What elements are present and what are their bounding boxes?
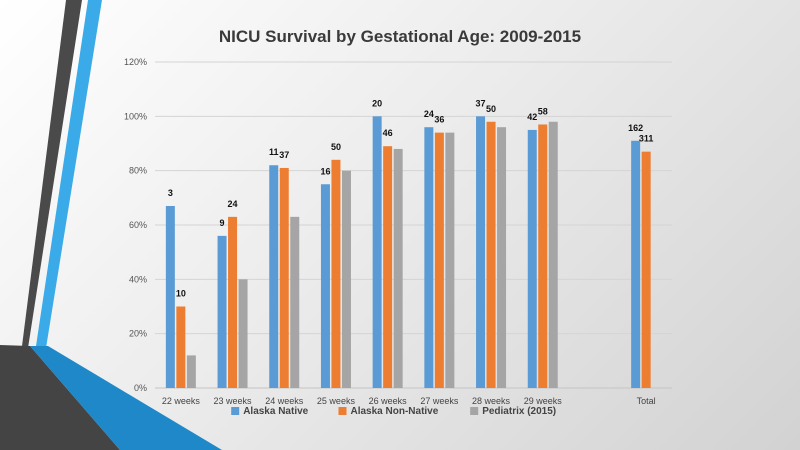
x-category-label: Total	[637, 396, 656, 406]
x-category-label: 23 weeks	[214, 396, 253, 406]
bars	[165, 116, 651, 389]
data-label: 46	[383, 128, 393, 138]
legend-swatch	[231, 407, 240, 415]
y-tick-label: 20%	[129, 329, 147, 339]
bar	[372, 116, 382, 388]
bar	[641, 151, 651, 388]
x-category-label: 28 weeks	[472, 396, 511, 406]
data-label: 36	[434, 115, 444, 125]
data-label: 10	[176, 289, 186, 299]
bar	[341, 170, 351, 388]
bar	[383, 146, 393, 388]
bar	[393, 148, 403, 388]
data-label: 20	[372, 98, 382, 108]
bar	[331, 159, 341, 388]
legend-swatch	[338, 407, 347, 415]
bar	[486, 121, 496, 389]
x-category-label: 24 weeks	[265, 396, 304, 406]
decor-dark-lower	[0, 345, 120, 450]
bar	[238, 279, 248, 388]
bar	[269, 165, 279, 388]
bar	[176, 306, 186, 388]
bar	[228, 216, 238, 388]
decor-blue-stripe	[36, 0, 102, 348]
bar	[424, 127, 434, 388]
data-label: 58	[538, 106, 548, 116]
y-tick-label: 100%	[124, 111, 147, 121]
decor-blue-lower	[30, 346, 222, 450]
data-label: 37	[476, 98, 486, 108]
decor-dark-stripe	[22, 0, 82, 348]
data-label: 24	[424, 109, 434, 119]
x-category-label: 27 weeks	[420, 396, 459, 406]
bar	[279, 167, 289, 388]
bar	[476, 116, 486, 388]
data-label: 16	[320, 166, 330, 176]
legend-label: Alaska Native	[243, 406, 308, 417]
bar	[527, 129, 537, 388]
data-label: 24	[228, 199, 238, 209]
y-tick-label: 40%	[129, 274, 147, 284]
x-category-label: 25 weeks	[317, 396, 356, 406]
bar	[445, 132, 455, 388]
data-label: 3	[168, 188, 173, 198]
bar	[186, 355, 196, 388]
bar	[497, 127, 507, 388]
y-axis-ticks: 0% 20% 40% 60% 80% 100% 120%	[124, 57, 147, 393]
bar	[165, 205, 175, 388]
x-category-label: 26 weeks	[369, 396, 408, 406]
legend-label: Pediatrix (2015)	[482, 406, 556, 417]
legend: Alaska Native Alaska Non-Native Pediatrix …	[231, 406, 556, 417]
data-label: 311	[639, 134, 654, 144]
x-category-label: 29 weeks	[524, 396, 563, 406]
bar	[320, 184, 330, 388]
data-label: 50	[331, 142, 341, 152]
legend-swatch	[470, 407, 479, 415]
bar	[631, 140, 641, 388]
legend-label: Alaska Non-Native	[351, 406, 439, 417]
data-label: 11	[269, 147, 279, 157]
y-tick-label: 120%	[124, 57, 147, 67]
y-tick-label: 0%	[134, 383, 147, 393]
bar	[217, 235, 227, 388]
data-label: 162	[628, 123, 643, 133]
data-label: 42	[527, 112, 537, 122]
data-label: 9	[220, 218, 225, 228]
bar	[548, 121, 558, 389]
x-category-label: 22 weeks	[162, 396, 201, 406]
bar	[538, 124, 548, 388]
y-tick-label: 60%	[129, 220, 147, 230]
bar	[290, 216, 300, 388]
x-axis-categories: 22 weeks 23 weeks 24 weeks 25 weeks 26 weeks…	[162, 396, 656, 406]
chart-title: NICU Survival by Gestational Age: 2009-2…	[219, 27, 581, 46]
data-label: 50	[486, 104, 496, 114]
y-tick-label: 80%	[129, 166, 147, 176]
bar	[434, 132, 444, 388]
data-label: 37	[279, 150, 289, 160]
